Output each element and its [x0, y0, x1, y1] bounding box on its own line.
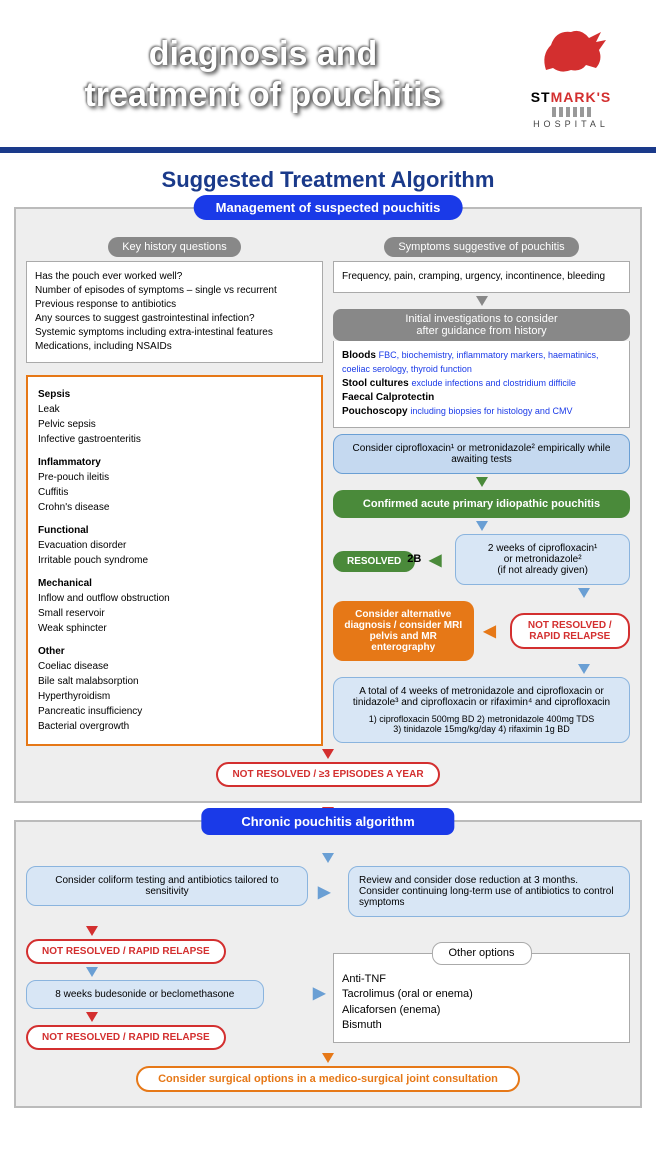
differential-dx-box: Sepsis Leak Pelvic sepsis Infective gast… — [26, 375, 323, 746]
arrow-icon — [578, 588, 590, 598]
title-line2: treatment of pouchitis — [20, 75, 506, 116]
hospital-logo: STMARK'S HOSPITAL — [506, 20, 636, 129]
key-history-header: Key history questions — [108, 237, 241, 257]
logo-pillars — [506, 107, 636, 117]
coliform-box: Consider coliform testing and antibiotic… — [26, 866, 308, 906]
section2-header: Chronic pouchitis algorithm — [201, 808, 454, 835]
inv-calprotectin: Faecal Calprotectin — [342, 392, 434, 403]
page-header: diagnosis and treatment of pouchitis STM… — [0, 0, 656, 139]
inv-bloods-detail: FBC, biochemistry, inflammatory markers,… — [342, 350, 599, 374]
dx-sepsis-h: Sepsis — [38, 387, 311, 402]
arrow-icon — [322, 853, 334, 863]
inv-pouchoscopy: Pouchoscopy — [342, 406, 408, 417]
not-resolved-pill-2: NOT RESOLVED / RAPID RELAPSE — [26, 939, 226, 964]
divider — [0, 147, 656, 153]
symptoms-text: Frequency, pain, cramping, urgency, inco… — [333, 261, 630, 293]
not-resolved-3ep-pill: NOT RESOLVED / ≥3 EPISODES A YEAR — [216, 762, 439, 787]
dx-inflam-h: Inflammatory — [38, 455, 311, 470]
inv-bloods: Bloods — [342, 350, 376, 361]
section-management: Management of suspected pouchitis Key hi… — [14, 207, 642, 803]
arrow-right-icon: ▶ — [313, 983, 325, 1003]
arrow-icon — [476, 477, 488, 487]
four-weeks-box: A total of 4 weeks of metronidazole and … — [333, 677, 630, 743]
dx-other-h: Other — [38, 644, 311, 659]
four-wk-text: A total of 4 weeks of metronidazole and … — [344, 686, 619, 708]
investigations-box: Bloods FBC, biochemistry, inflammatory m… — [333, 341, 630, 428]
logo-hospital: HOSPITAL — [506, 119, 636, 129]
subtitle: Suggested Treatment Algorithm — [0, 167, 656, 193]
other-options-header: Other options — [431, 942, 531, 965]
dx-func-h: Functional — [38, 523, 311, 538]
dx-func: Evacuation disorder Irritable pouch synd… — [38, 538, 311, 568]
inv-pouch-detail: including biopsies for histology and CMV — [410, 406, 572, 416]
resolved-2b: 2B — [407, 553, 421, 565]
review-box: Review and consider dose reduction at 3 … — [348, 866, 630, 917]
other-options-list: Anti-TNF Tacrolimus (oral or enema) Alic… — [342, 972, 621, 1034]
lion-icon — [531, 20, 611, 80]
arrow-icon — [86, 1012, 98, 1022]
dx-inflam: Pre-pouch ileitis Cuffitis Crohn's disea… — [38, 470, 311, 515]
not-resolved-pill-3: NOT RESOLVED / RAPID RELAPSE — [26, 1025, 226, 1050]
arrow-icon — [322, 749, 334, 759]
not-resolved-pill: NOT RESOLVED / RAPID RELAPSE — [510, 613, 631, 649]
arrow-icon — [476, 296, 488, 306]
symptoms-header: Symptoms suggestive of pouchitis — [384, 237, 578, 257]
key-history-questions: Has the pouch ever worked well? Number o… — [26, 261, 323, 363]
arrow-icon — [476, 521, 488, 531]
other-options-box: Other options Anti-TNF Tacrolimus (oral … — [333, 953, 630, 1043]
arrow-icon — [578, 664, 590, 674]
two-weeks-box: 2 weeks of ciprofloxacin¹ or metronidazo… — [455, 534, 630, 585]
dx-other: Coeliac disease Bile salt malabsorption … — [38, 659, 311, 734]
investigations-header: Initial investigations to consider after… — [333, 309, 630, 341]
arrow-left-icon: ◀ — [425, 550, 445, 570]
arrow-right-icon: ▶ — [318, 882, 338, 902]
four-wk-doses: 1) ciprofloxacin 500mg BD 2) metronidazo… — [344, 714, 619, 734]
dx-sepsis: Leak Pelvic sepsis Infective gastroenter… — [38, 402, 311, 447]
logo-name: STMARK'S — [506, 89, 636, 105]
budesonide-box: 8 weeks budesonide or beclomethasone — [26, 980, 264, 1009]
arrow-icon — [322, 1053, 334, 1063]
confirmed-pouchitis: Confirmed acute primary idiopathic pouch… — [333, 490, 630, 518]
arrow-icon — [86, 926, 98, 936]
arrow-icon — [86, 967, 98, 977]
dx-mech-h: Mechanical — [38, 576, 311, 591]
resolved-pill: RESOLVED — [333, 551, 415, 572]
inv-stool-detail: exclude infections and clostridium diffi… — [411, 378, 575, 388]
section-chronic: Chronic pouchitis algorithm Consider col… — [14, 820, 642, 1108]
arrow-left-icon: ◀ — [484, 621, 500, 641]
main-title: diagnosis and treatment of pouchitis — [20, 34, 506, 116]
consider-empirical: Consider ciprofloxacin¹ or metronidazole… — [333, 434, 630, 474]
dx-mech: Inflow and outflow obstruction Small res… — [38, 591, 311, 636]
surgical-pill: Consider surgical options in a medico-su… — [136, 1066, 520, 1092]
inv-stool: Stool cultures — [342, 378, 409, 389]
alt-diagnosis-box: Consider alternative diagnosis / conside… — [333, 601, 474, 661]
title-line1: diagnosis and — [20, 34, 506, 75]
section1-header: Management of suspected pouchitis — [194, 195, 463, 220]
